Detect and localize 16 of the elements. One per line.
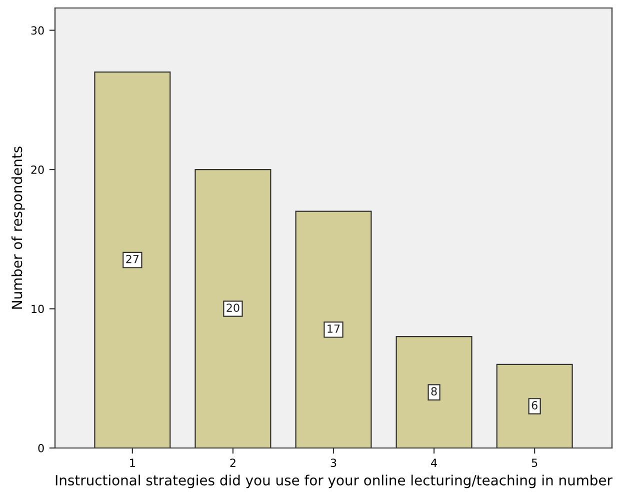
- x-tick-label: 1: [130, 458, 135, 467]
- data-label: 20: [226, 304, 240, 312]
- x-axis-title: Instructional strategies did you use for your online lecturing/teaching in number: [56, 474, 612, 488]
- x-tick-label: 5: [532, 458, 538, 468]
- x-tick-label: 2: [230, 458, 236, 467]
- x-tick-label: 3: [330, 458, 336, 468]
- y-tick-label: 20: [31, 165, 44, 174]
- y-tick-label: 0: [38, 444, 44, 452]
- data-label: 6: [532, 401, 538, 410]
- y-tick-label: 10: [32, 304, 44, 314]
- data-label: 17: [328, 324, 340, 333]
- data-label: 27: [126, 254, 139, 264]
- data-label: 8: [431, 387, 437, 396]
- x-tick-label: 4: [431, 458, 437, 467]
- y-axis-title: Number of respondents: [11, 146, 25, 309]
- y-tick-label: 30: [31, 26, 44, 35]
